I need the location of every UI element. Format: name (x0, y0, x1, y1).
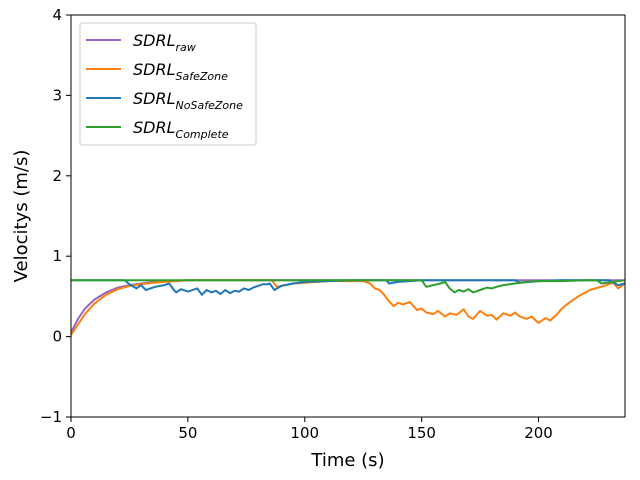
y-tick-label: 4 (52, 6, 62, 24)
legend-label: SDRLSafeZone (133, 60, 228, 83)
legend-label: SDRLNoSafeZone (133, 89, 243, 112)
y-tick-label: 3 (52, 86, 62, 104)
x-axis-ticks: 0 50 100 150 200 (66, 417, 553, 442)
series-line-complete (71, 279, 625, 294)
x-tick-label: 0 (66, 424, 76, 442)
y-tick-label: 2 (52, 167, 62, 185)
y-tick-label: −1 (40, 408, 62, 426)
legend-entry-safezone: SDRLSafeZone (86, 60, 228, 83)
legend-entry-raw: SDRLraw (86, 31, 196, 54)
legend-entry-complete: SDRLComplete (86, 118, 229, 141)
legend-label: SDRLraw (133, 31, 196, 54)
x-axis-label: Time (s) (310, 450, 384, 471)
y-tick-label: 1 (52, 247, 62, 265)
series-layer (71, 279, 625, 336)
y-tick-label: 0 (52, 328, 62, 346)
legend: SDRLraw SDRLSafeZone SDRLNoSafeZone SDRLCom… (79, 22, 257, 146)
x-tick-label: 200 (524, 424, 553, 442)
legend-box (79, 22, 257, 146)
x-tick-label: 150 (407, 424, 436, 442)
y-axis-label: Velocitys (m/s) (11, 150, 32, 283)
legend-entry-nosafezone: SDRLNoSafeZone (86, 89, 243, 112)
plot-frame (70, 14, 626, 418)
legend-label: SDRLComplete (133, 118, 229, 141)
x-tick-label: 100 (290, 424, 319, 442)
x-tick-label: 50 (178, 424, 197, 442)
series-line-safezone (71, 279, 625, 336)
y-axis-ticks: −1 0 1 2 3 4 (40, 6, 71, 426)
